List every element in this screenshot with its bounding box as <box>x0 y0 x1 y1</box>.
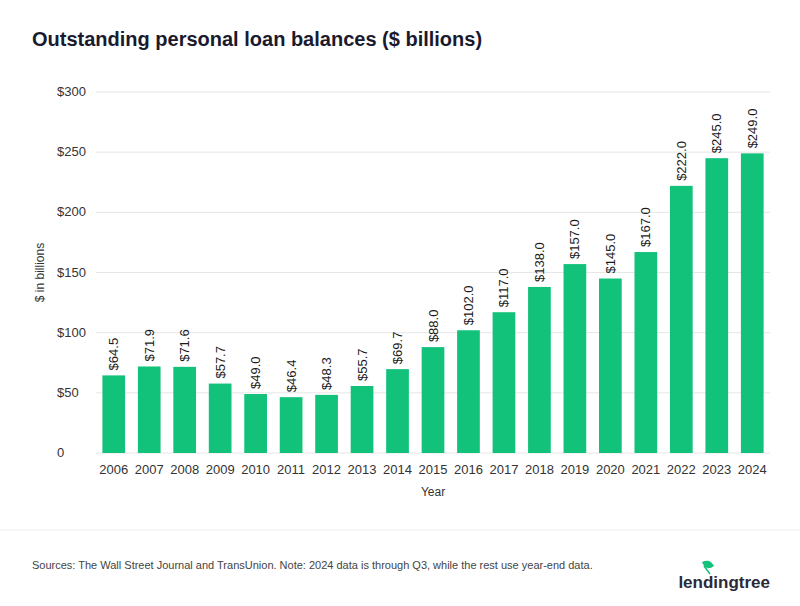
bar <box>173 367 196 453</box>
data-label: $102.0 <box>461 285 476 325</box>
bar <box>741 153 764 453</box>
data-label: $71.6 <box>177 329 192 362</box>
y-tick-label: $50 <box>57 385 79 400</box>
bar <box>280 397 303 453</box>
y-tick-label: $200 <box>57 204 86 219</box>
x-tick-label: 2019 <box>560 462 589 477</box>
x-axis: 2006 2007 2008 2009 2010 2011 2012 2013 2014 2015… <box>99 462 766 477</box>
x-tick-label: 2007 <box>135 462 164 477</box>
x-tick-label: 2022 <box>667 462 696 477</box>
bar <box>599 279 622 453</box>
source-note: Sources: The Wall Street Journal and Tra… <box>32 559 593 571</box>
data-label: $64.5 <box>106 338 121 371</box>
data-label: $245.0 <box>709 113 724 153</box>
data-label: $71.9 <box>142 329 157 362</box>
data-label: $48.3 <box>319 357 334 390</box>
bar <box>422 347 445 453</box>
bar <box>102 375 125 453</box>
bar <box>564 264 587 453</box>
chart: Outstanding personal loan balances ($ bi… <box>0 0 800 606</box>
y-axis-label: $ in billions <box>33 243 47 302</box>
bar <box>138 366 161 453</box>
data-label: $55.7 <box>355 348 370 381</box>
bar <box>670 186 693 453</box>
x-tick-label: 2023 <box>702 462 731 477</box>
x-tick-label: 2008 <box>170 462 199 477</box>
bar <box>244 394 267 453</box>
y-axis-line <box>96 92 97 453</box>
y-tick-label: $250 <box>57 144 86 159</box>
y-axis: 0 $50 $100 $150 $200 $250 $300 <box>57 84 770 460</box>
x-tick-label: 2017 <box>489 462 518 477</box>
bar <box>386 369 409 453</box>
bar <box>634 252 657 453</box>
x-tick-label: 2021 <box>631 462 660 477</box>
data-label: $117.0 <box>496 268 511 307</box>
y-tick-label: 0 <box>57 445 64 460</box>
bar <box>315 395 338 453</box>
x-tick-label: 2020 <box>596 462 625 477</box>
y-tick-label: $300 <box>57 84 86 99</box>
x-tick-label: 2006 <box>99 462 128 477</box>
bar <box>705 158 728 453</box>
x-tick-label: 2016 <box>454 462 483 477</box>
bar <box>493 312 516 453</box>
bar <box>209 384 232 453</box>
bar <box>351 386 374 453</box>
x-tick-label: 2010 <box>241 462 270 477</box>
x-tick-label: 2013 <box>348 462 377 477</box>
logo: lendingtree <box>678 561 770 592</box>
data-label: $49.0 <box>248 356 263 389</box>
data-label: $138.0 <box>532 242 547 282</box>
logo-icon <box>702 561 714 569</box>
title: Outstanding personal loan balances ($ bi… <box>32 28 482 50</box>
data-labels: $64.5 $71.9 $71.6 $57.7 $49.0 $46.4 $48.3 $55.7… <box>106 109 760 393</box>
x-tick-label: 2012 <box>312 462 341 477</box>
data-label: $145.0 <box>603 234 618 274</box>
x-tick-label: 2015 <box>419 462 448 477</box>
x-tick-label: 2009 <box>206 462 235 477</box>
x-tick-label: 2014 <box>383 462 412 477</box>
data-label: $46.4 <box>284 360 299 393</box>
data-label: $222.0 <box>674 141 689 181</box>
bars <box>102 153 763 453</box>
grid-line <box>96 212 770 213</box>
grid-line <box>96 92 770 93</box>
logo-text: lendingtree <box>678 573 770 592</box>
data-label: $88.0 <box>426 310 441 343</box>
data-label: $167.0 <box>638 207 653 247</box>
x-tick-label: 2018 <box>525 462 554 477</box>
y-tick-label: $100 <box>57 325 86 340</box>
y-tick-label: $150 <box>57 265 86 280</box>
grid-line <box>96 152 770 153</box>
separator <box>0 530 800 531</box>
x-tick-label: 2011 <box>277 462 305 477</box>
x-tick-label: 2024 <box>738 462 767 477</box>
grid-line <box>96 272 770 273</box>
x-axis-label: Year <box>421 485 445 499</box>
bar <box>528 287 551 453</box>
data-label: $57.7 <box>213 346 228 379</box>
background <box>0 0 800 606</box>
data-label: $69.7 <box>390 332 405 365</box>
data-label: $249.0 <box>745 109 760 149</box>
bar <box>457 330 480 453</box>
data-label: $157.0 <box>567 219 582 259</box>
